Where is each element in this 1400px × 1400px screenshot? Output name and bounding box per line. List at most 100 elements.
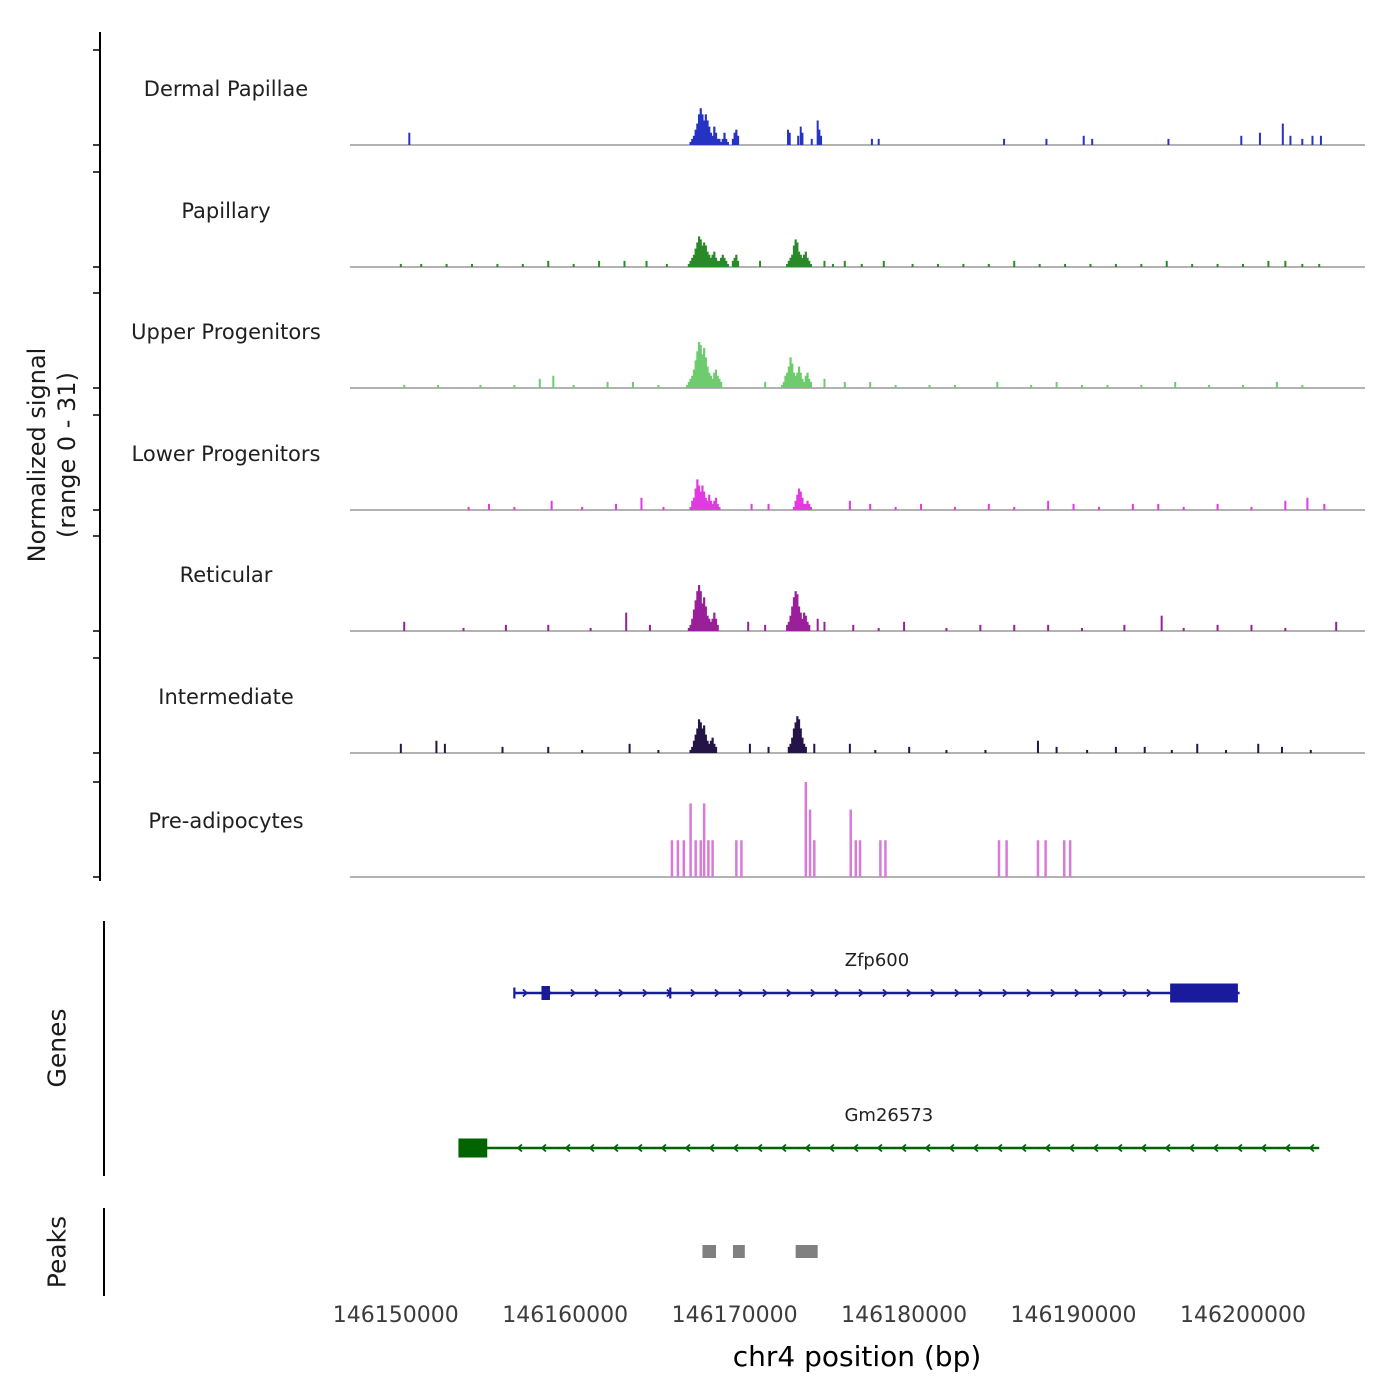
signal-bar [713,126,716,145]
signal-bar [736,135,740,145]
signal-bar [713,372,716,388]
strand-arrow [594,988,601,998]
signal-bar [711,618,714,631]
signal-bar [694,129,697,145]
signal-spike [572,384,575,388]
signal-spike [403,621,406,631]
signal-spike [945,749,948,753]
signal-spike [1216,503,1219,510]
signal-bar [708,743,711,753]
signal-bar [711,254,714,267]
signal-spike [1241,263,1244,267]
signal-bar [799,254,802,267]
signal-bar [797,366,801,388]
signal-bar [696,123,699,145]
signal-spike [1165,260,1168,267]
signal-bar [691,257,694,267]
signal-spike [920,503,923,510]
signal-spike [1045,138,1048,145]
signal-bar [691,746,694,753]
signal-spike [767,503,770,510]
signal-bar [794,500,797,510]
signal-spike [1225,749,1228,753]
signal-spike [1055,381,1058,388]
signal-bar [687,627,690,631]
track-label-dermal-papillae: Dermal Papillae [143,77,309,101]
signal-bar [696,728,699,753]
signal-spike [1047,500,1050,510]
signal-bar [691,375,694,388]
signal-bar [708,126,711,145]
signal-spike [1140,263,1143,267]
signal-bar [719,257,723,267]
signal-bar [697,485,701,510]
signal-bar [801,497,804,510]
signal-bar [691,138,694,145]
signal-bar [716,260,719,267]
signal-spike [1030,384,1033,388]
signal-bar [714,746,718,753]
x-tick-label-146160000: 146160000 [502,1303,629,1328]
signal-bar [718,378,721,388]
signal-spike [1047,624,1050,631]
signal-bar [735,129,738,145]
strand-arrow [1068,1143,1075,1153]
signal-spike [1091,138,1094,145]
peak-box [795,1245,818,1258]
signal-spike [1106,384,1109,388]
signal-spike [996,381,999,388]
signal-spike [1064,263,1067,267]
x-tick-label-146150000: 146150000 [332,1303,459,1328]
signal-bar [808,378,811,388]
strand-arrow [660,1143,667,1153]
signal-bar [808,260,811,267]
signal-bar [784,375,787,388]
signal-spike [823,378,826,388]
signal-bar [803,743,806,753]
strand-arrow [1260,1143,1267,1153]
signal-spike [547,746,550,753]
signal-spike [676,840,680,877]
strand-arrow [906,988,913,998]
strand-arrow [924,1143,931,1153]
signal-spike [631,381,634,388]
signal-bar [794,375,797,388]
strand-arrow [858,988,865,998]
strand-arrow [852,1143,859,1153]
signal-spike [823,621,826,631]
signal-spike [550,500,553,510]
signal-spike [808,809,812,877]
signal-spike [1258,132,1261,145]
strand-arrow [564,1143,571,1153]
signal-bar [703,120,706,145]
signal-spike [962,263,965,267]
signal-spike [787,129,790,145]
signal-bar [713,251,716,267]
signal-spike [1319,135,1322,145]
signal-spike [589,627,592,631]
signal-bar [692,135,696,145]
signal-spike [547,260,550,267]
signal-bar [721,254,724,267]
signal-spike [1174,381,1177,388]
signal-spike [1072,503,1075,510]
signal-spike [1281,123,1284,145]
signal-spike [403,384,406,388]
signal-bar [694,600,697,631]
signal-bar [801,378,804,388]
strand-arrow [882,988,889,998]
signal-spike [953,384,956,388]
signal-spike [513,384,516,388]
signal-spike [504,624,507,631]
signal-bar [697,236,701,267]
strand-arrow [636,1143,643,1153]
strand-arrow [1002,988,1009,998]
signal-bar [791,363,794,388]
signal-spike [987,503,990,510]
signal-bar [696,242,699,267]
signal-spike [1284,500,1287,510]
signal-spike [1318,263,1321,267]
x-tick-label-146170000: 146170000 [671,1303,798,1328]
signal-spike [1284,260,1287,267]
signal-bar [719,381,723,388]
